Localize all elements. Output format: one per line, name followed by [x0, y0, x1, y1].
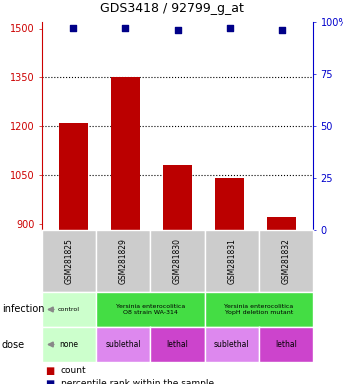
Text: infection: infection — [2, 305, 45, 314]
Text: percentile rank within the sample: percentile rank within the sample — [61, 379, 214, 384]
Text: lethal: lethal — [275, 340, 297, 349]
Bar — [215, 178, 244, 230]
Text: none: none — [60, 340, 79, 349]
Text: GSM281830: GSM281830 — [173, 238, 182, 284]
Point — [279, 27, 284, 33]
Text: GSM281832: GSM281832 — [281, 238, 291, 284]
Text: count: count — [61, 366, 86, 375]
Text: ■: ■ — [45, 379, 55, 384]
Text: sublethal: sublethal — [106, 340, 141, 349]
Text: Yersinia enterocolitica
YopH deletion mutant: Yersinia enterocolitica YopH deletion mu… — [224, 304, 293, 315]
Point — [227, 25, 232, 31]
Bar — [268, 217, 296, 230]
Text: Yersinia enterocolitica
O8 strain WA-314: Yersinia enterocolitica O8 strain WA-314 — [116, 304, 185, 315]
Text: lethal: lethal — [167, 340, 188, 349]
Text: GSM281831: GSM281831 — [227, 238, 236, 284]
Text: sublethal: sublethal — [214, 340, 249, 349]
Text: GSM281825: GSM281825 — [64, 238, 74, 284]
Text: GDS3418 / 92799_g_at: GDS3418 / 92799_g_at — [99, 2, 244, 15]
Text: GSM281829: GSM281829 — [119, 238, 128, 284]
Bar — [111, 77, 140, 230]
Text: control: control — [58, 307, 80, 312]
Bar — [59, 123, 87, 230]
Point — [175, 27, 180, 33]
Text: dose: dose — [2, 339, 25, 349]
Bar — [163, 165, 192, 230]
Point — [123, 25, 128, 31]
Text: ■: ■ — [45, 366, 55, 376]
Point — [71, 25, 76, 31]
